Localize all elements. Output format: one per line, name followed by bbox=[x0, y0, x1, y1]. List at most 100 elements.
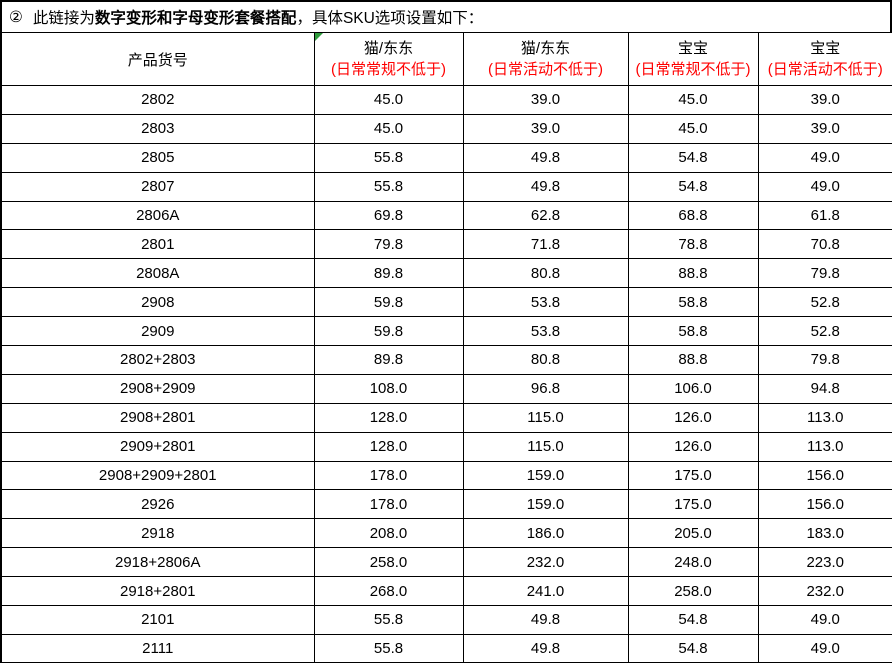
price-cell[interactable]: 88.8 bbox=[627, 258, 759, 289]
product-code-cell[interactable]: 2808A bbox=[0, 258, 315, 289]
price-cell[interactable]: 53.8 bbox=[462, 287, 629, 318]
price-cell[interactable]: 79.8 bbox=[757, 345, 892, 375]
price-cell[interactable]: 248.0 bbox=[627, 547, 759, 578]
price-cell[interactable]: 39.0 bbox=[757, 113, 892, 144]
price-cell[interactable]: 70.8 bbox=[757, 229, 892, 260]
price-cell[interactable]: 89.8 bbox=[313, 345, 464, 375]
price-cell[interactable]: 126.0 bbox=[627, 402, 759, 433]
price-cell[interactable]: 96.8 bbox=[462, 373, 629, 404]
product-code-cell[interactable]: 2908+2909+2801 bbox=[0, 460, 315, 491]
price-cell[interactable]: 45.0 bbox=[627, 85, 759, 115]
price-cell[interactable]: 58.8 bbox=[627, 316, 759, 347]
price-cell[interactable]: 59.8 bbox=[313, 316, 464, 347]
price-cell[interactable]: 54.8 bbox=[627, 605, 759, 635]
product-code-cell[interactable]: 2111 bbox=[0, 633, 315, 663]
price-cell[interactable]: 258.0 bbox=[313, 547, 464, 578]
product-code-header-cell[interactable]: 产品货号 bbox=[0, 32, 315, 86]
product-code-cell[interactable]: 2918+2801 bbox=[0, 576, 315, 607]
product-code-cell[interactable]: 2908+2801 bbox=[0, 402, 315, 433]
product-code-cell[interactable]: 2802 bbox=[0, 85, 315, 115]
product-code-cell[interactable]: 2909 bbox=[0, 316, 315, 347]
price-cell[interactable]: 205.0 bbox=[627, 518, 759, 549]
header-cell-baby-regular[interactable]: 宝宝 (日常常规不低于) bbox=[627, 32, 759, 86]
price-cell[interactable]: 126.0 bbox=[627, 431, 759, 462]
price-cell[interactable]: 178.0 bbox=[313, 460, 464, 491]
price-cell[interactable]: 89.8 bbox=[313, 258, 464, 289]
product-code-cell[interactable]: 2807 bbox=[0, 171, 315, 202]
price-cell[interactable]: 55.8 bbox=[313, 605, 464, 635]
price-cell[interactable]: 79.8 bbox=[757, 258, 892, 289]
product-code-cell[interactable]: 2918+2806A bbox=[0, 547, 315, 578]
price-cell[interactable]: 178.0 bbox=[313, 489, 464, 520]
product-code-cell[interactable]: 2803 bbox=[0, 113, 315, 144]
price-cell[interactable]: 68.8 bbox=[627, 200, 759, 231]
product-code-cell[interactable]: 2801 bbox=[0, 229, 315, 260]
price-cell[interactable]: 108.0 bbox=[313, 373, 464, 404]
title-cell[interactable]: ② 此链接为 数字变形和字母变形套餐搭配 ，具体SKU选项设置如下： bbox=[0, 2, 892, 32]
header-cell-cat-regular[interactable]: 猫/东东 (日常常规不低于) bbox=[313, 32, 464, 86]
product-code-cell[interactable]: 2802+2803 bbox=[0, 345, 315, 375]
price-cell[interactable]: 175.0 bbox=[627, 489, 759, 520]
price-cell[interactable]: 232.0 bbox=[462, 547, 629, 578]
price-cell[interactable]: 94.8 bbox=[757, 373, 892, 404]
price-cell[interactable]: 106.0 bbox=[627, 373, 759, 404]
price-cell[interactable]: 52.8 bbox=[757, 287, 892, 318]
product-code-cell[interactable]: 2908 bbox=[0, 287, 315, 318]
product-code-cell[interactable]: 2908+2909 bbox=[0, 373, 315, 404]
price-cell[interactable]: 62.8 bbox=[462, 200, 629, 231]
price-cell[interactable]: 45.0 bbox=[627, 113, 759, 144]
price-cell[interactable]: 54.8 bbox=[627, 633, 759, 663]
price-cell[interactable]: 80.8 bbox=[462, 345, 629, 375]
price-cell[interactable]: 223.0 bbox=[757, 547, 892, 578]
price-cell[interactable]: 55.8 bbox=[313, 142, 464, 173]
product-code-cell[interactable]: 2101 bbox=[0, 605, 315, 635]
price-cell[interactable]: 53.8 bbox=[462, 316, 629, 347]
price-cell[interactable]: 49.8 bbox=[462, 605, 629, 635]
price-cell[interactable]: 186.0 bbox=[462, 518, 629, 549]
price-cell[interactable]: 61.8 bbox=[757, 200, 892, 231]
product-code-cell[interactable]: 2926 bbox=[0, 489, 315, 520]
price-cell[interactable]: 258.0 bbox=[627, 576, 759, 607]
price-cell[interactable]: 58.8 bbox=[627, 287, 759, 318]
price-cell[interactable]: 49.8 bbox=[462, 171, 629, 202]
price-cell[interactable]: 113.0 bbox=[757, 431, 892, 462]
price-cell[interactable]: 49.0 bbox=[757, 605, 892, 635]
price-cell[interactable]: 156.0 bbox=[757, 489, 892, 520]
price-cell[interactable]: 156.0 bbox=[757, 460, 892, 491]
price-cell[interactable]: 115.0 bbox=[462, 402, 629, 433]
price-cell[interactable]: 55.8 bbox=[313, 633, 464, 663]
product-code-cell[interactable]: 2806A bbox=[0, 200, 315, 231]
price-cell[interactable]: 159.0 bbox=[462, 460, 629, 491]
price-cell[interactable]: 88.8 bbox=[627, 345, 759, 375]
price-cell[interactable]: 54.8 bbox=[627, 171, 759, 202]
product-code-cell[interactable]: 2909+2801 bbox=[0, 431, 315, 462]
price-cell[interactable]: 39.0 bbox=[462, 113, 629, 144]
price-cell[interactable]: 39.0 bbox=[462, 85, 629, 115]
product-code-cell[interactable]: 2805 bbox=[0, 142, 315, 173]
price-cell[interactable]: 54.8 bbox=[627, 142, 759, 173]
header-cell-baby-activity[interactable]: 宝宝 (日常活动不低于) bbox=[757, 32, 892, 86]
product-code-cell[interactable]: 2918 bbox=[0, 518, 315, 549]
price-cell[interactable]: 49.0 bbox=[757, 171, 892, 202]
price-cell[interactable]: 115.0 bbox=[462, 431, 629, 462]
price-cell[interactable]: 69.8 bbox=[313, 200, 464, 231]
price-cell[interactable]: 49.0 bbox=[757, 633, 892, 663]
price-cell[interactable]: 71.8 bbox=[462, 229, 629, 260]
price-cell[interactable]: 55.8 bbox=[313, 171, 464, 202]
price-cell[interactable]: 45.0 bbox=[313, 85, 464, 115]
price-cell[interactable]: 80.8 bbox=[462, 258, 629, 289]
price-cell[interactable]: 49.8 bbox=[462, 142, 629, 173]
price-cell[interactable]: 59.8 bbox=[313, 287, 464, 318]
price-cell[interactable]: 52.8 bbox=[757, 316, 892, 347]
price-cell[interactable]: 175.0 bbox=[627, 460, 759, 491]
header-cell-cat-activity[interactable]: 猫/东东 (日常活动不低于) bbox=[462, 32, 629, 86]
price-cell[interactable]: 49.8 bbox=[462, 633, 629, 663]
price-cell[interactable]: 79.8 bbox=[313, 229, 464, 260]
price-cell[interactable]: 45.0 bbox=[313, 113, 464, 144]
price-cell[interactable]: 241.0 bbox=[462, 576, 629, 607]
price-cell[interactable]: 78.8 bbox=[627, 229, 759, 260]
price-cell[interactable]: 128.0 bbox=[313, 402, 464, 433]
price-cell[interactable]: 268.0 bbox=[313, 576, 464, 607]
price-cell[interactable]: 49.0 bbox=[757, 142, 892, 173]
price-cell[interactable]: 183.0 bbox=[757, 518, 892, 549]
